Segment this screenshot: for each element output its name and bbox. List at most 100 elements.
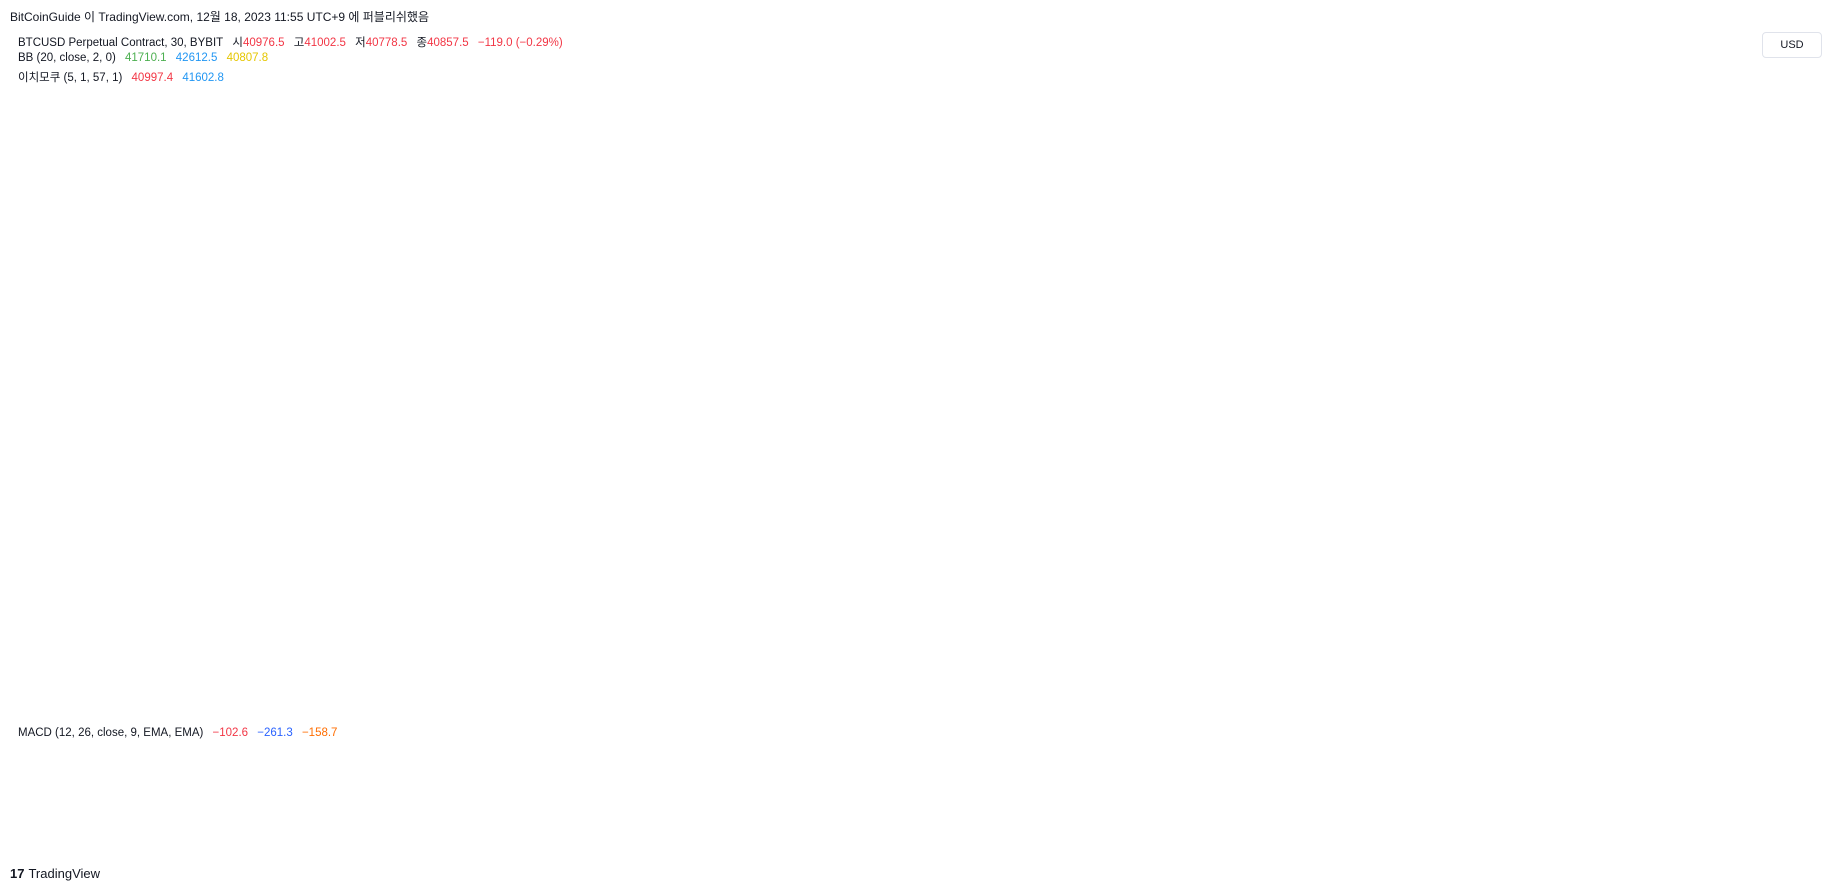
macd-hist-bar: [161, 739, 169, 751]
candle-body: [1227, 495, 1235, 503]
macd-hist-bar: [1448, 751, 1456, 765]
ichimoku-value-1: 40997.4: [131, 72, 174, 84]
level-price-text: 44226.0: [1766, 142, 1808, 154]
macd-hist-bar: [1111, 751, 1119, 762]
high-label: 고: [293, 37, 305, 49]
macd-hist-bar: [552, 751, 560, 758]
candle-body: [1258, 487, 1266, 503]
candle-body: [140, 315, 148, 346]
candle-body: [900, 427, 908, 436]
macd-hist-bar: [35, 748, 43, 751]
candle-body: [931, 390, 939, 413]
macd-hist-bar: [1248, 745, 1256, 751]
time-axis-label: 18:00: [740, 834, 770, 848]
candle-body: [1079, 465, 1087, 481]
candle-body: [847, 435, 855, 443]
time-axis-label: 12:00: [213, 834, 243, 848]
gap7-callout-bubble: [984, 31, 1081, 77]
macd-hist-bar: [720, 739, 728, 751]
candle-body: [66, 330, 74, 346]
macd-hist-bar: [826, 741, 834, 751]
candle-body: [858, 435, 865, 443]
symbol-legend[interactable]: BTCUSD Perpetual Contract, 30, BYBIT 시40…: [18, 34, 569, 50]
tradingview-footer[interactable]: 17 TradingView: [10, 866, 100, 881]
open-value: 40976.5: [242, 37, 285, 49]
macd-hist-bar: [910, 751, 918, 752]
gap-callout-text: Gap: [1565, 393, 1597, 412]
macd-hist-bar: [541, 751, 549, 759]
candle-body: [541, 480, 549, 496]
macd-hist-bar: [172, 739, 180, 751]
trend-line: [9, 516, 981, 600]
level-price-tag: [1760, 138, 1818, 155]
macd-hist-bar: [573, 751, 581, 756]
price-axis-label: 42000.0: [1768, 475, 1810, 487]
candle-body: [45, 285, 53, 331]
macd-hist-bar: [277, 746, 285, 751]
time-axis-label: 18:00: [318, 834, 348, 848]
macd-hist-bar: [1322, 739, 1330, 751]
macd-hist-bar: [752, 739, 760, 751]
candle-body: [773, 435, 781, 451]
macd-hist-bar: [1090, 751, 1098, 763]
candle-body: [1522, 637, 1530, 652]
macd-hist-bar: [520, 751, 528, 761]
macd-hist-bar: [77, 743, 85, 751]
macd-hist-bar: [246, 743, 254, 751]
ichimoku-value-2: 41602.8: [182, 72, 224, 84]
macd-hist-bar: [741, 739, 749, 751]
candle-body: [425, 345, 433, 354]
macd-hist-bar: [942, 751, 950, 756]
currency-button[interactable]: USD: [1762, 32, 1822, 58]
candle-body: [193, 315, 201, 331]
symbol-title: BTCUSD Perpetual Contract, 30, BYBIT: [18, 37, 224, 49]
macd-hist-bar: [372, 751, 380, 759]
macd-hist-bar: [203, 740, 211, 751]
candle-body: [467, 435, 475, 481]
macd-hist-bar: [130, 739, 138, 751]
macd-hist-bar: [847, 743, 855, 751]
candle-body: [87, 315, 95, 339]
candle-body: [393, 338, 401, 354]
last-price-tag: [1760, 643, 1818, 674]
macd-legend[interactable]: MACD (12, 26, close, 9, EMA, EMA) −102.6…: [18, 727, 343, 739]
macd-hist-bar: [425, 751, 433, 763]
macd-hist-bar: [267, 745, 275, 751]
candle-body: [172, 323, 180, 339]
macd-hist-bar: [319, 751, 327, 752]
bb-label: BB (20, close, 2, 0): [18, 52, 116, 64]
macd-hist-bar: [678, 743, 686, 751]
tradingview-brand: TradingView: [28, 866, 101, 881]
macd-hist-bar: [1311, 740, 1319, 751]
candle-body: [784, 442, 792, 451]
candle-body: [910, 405, 918, 428]
price-callout-1-text: 42908.0: [385, 308, 436, 324]
candle-body: [330, 375, 338, 383]
candle-body: [1005, 420, 1013, 428]
macd-hist-bar: [1491, 751, 1498, 770]
ichimoku-legend[interactable]: 이치모쿠 (5, 1, 57, 1) 40997.4 41602.8: [18, 69, 230, 85]
candle-body: [108, 338, 116, 346]
candle-body: [1090, 480, 1098, 496]
macd-hist-bar: [1280, 742, 1287, 751]
candle-body: [267, 345, 275, 376]
macd-hist-bar: [604, 751, 612, 752]
bottom-callout-text: Bottom: [1544, 563, 1598, 582]
bb-legend[interactable]: BB (20, close, 2, 0) 41710.1 42612.5 408…: [18, 52, 274, 64]
candle-body: [414, 345, 422, 361]
macd-hist-bar: [710, 740, 718, 751]
price-axis-label: 41500.0: [1768, 550, 1810, 562]
macd-hist-bar: [1417, 751, 1425, 762]
candle-body: [689, 465, 697, 473]
level-price-text: 42908.0: [1766, 339, 1808, 351]
macd-hist-bar: [478, 751, 486, 763]
price-axis-label: 43750.0: [1768, 213, 1810, 225]
candle-body: [1448, 472, 1456, 481]
macd-hist-bar: [763, 739, 771, 751]
candle-body: [942, 390, 950, 413]
macd-hist-bar: [414, 751, 422, 762]
candle-body: [1248, 487, 1256, 496]
last-price-value: 40857.5: [1766, 646, 1808, 658]
macd-hist-bar: [900, 749, 908, 751]
